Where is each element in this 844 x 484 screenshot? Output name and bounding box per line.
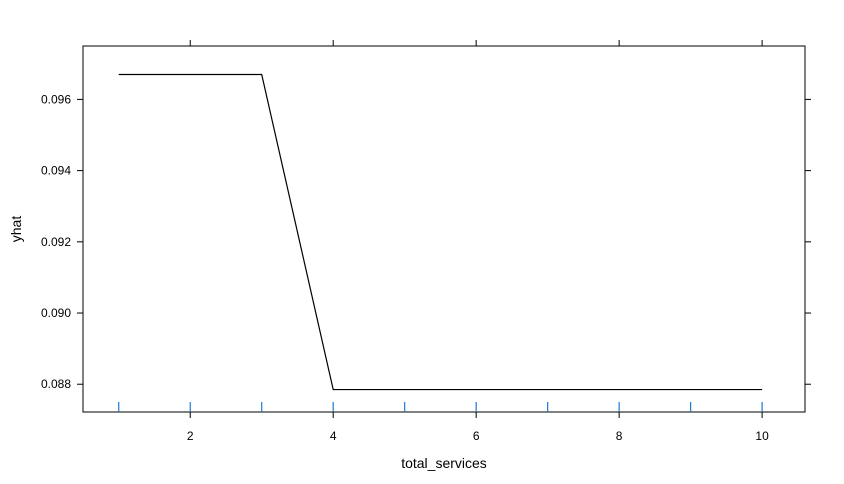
x-tick-label: 6 [473,429,480,443]
y-tick-label: 0.092 [41,235,71,249]
x-tick-label: 10 [755,429,769,443]
y-tick-label: 0.096 [41,92,71,106]
y-tick-label: 0.088 [41,377,71,391]
y-axis: 0.088 0.090 0.092 0.094 0.096 [41,92,811,391]
x-tick-label: 2 [187,429,194,443]
x-tick-label: 4 [330,429,337,443]
y-axis-title: yhat [8,216,24,243]
x-axis-title: total_services [401,455,487,471]
x-tick-label: 8 [616,429,623,443]
series-line [118,73,763,391]
rug-marks [118,402,763,412]
y-tick-label: 0.090 [41,306,71,320]
plot-frame [82,45,806,413]
y-tick-label: 0.094 [41,164,71,178]
x-axis: 2 4 6 8 10 [187,40,769,443]
series-group [118,73,763,391]
